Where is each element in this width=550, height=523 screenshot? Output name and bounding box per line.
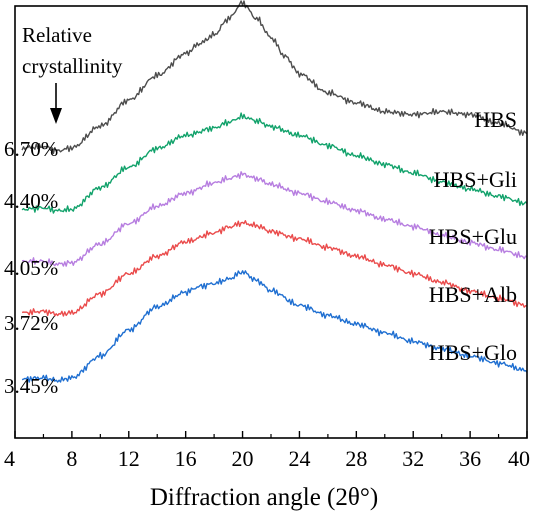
- series-label-3: HBS+Alb: [429, 282, 517, 307]
- x-tick-label-7: 32: [402, 446, 424, 471]
- x-axis-title: Diffraction angle (2θ°): [150, 484, 378, 511]
- series-line-1: [21, 112, 528, 214]
- series-label-2: HBS+Glu: [429, 224, 517, 249]
- x-tick-label-3: 16: [175, 446, 197, 471]
- crystallinity-label-3: 3.72%: [4, 311, 58, 335]
- series-label-0: HBS: [474, 107, 517, 132]
- series-label-4: HBS+Glo: [429, 340, 517, 365]
- x-axis: 4 8 12 16 20 24 28 32 36 40: [4, 431, 530, 471]
- x-tick-label-5: 24: [288, 446, 310, 471]
- series-line-4: [21, 270, 528, 383]
- x-tick-label-2: 12: [118, 446, 140, 471]
- annotation-arrow: [50, 83, 62, 124]
- annotation-line-2: crystallinity: [22, 54, 123, 78]
- series-line-3: [21, 220, 528, 317]
- crystallinity-label-2: 4.05%: [4, 256, 58, 280]
- series-layer: [21, 0, 528, 383]
- crystallinity-label-1: 4.40%: [4, 189, 58, 213]
- crystallinity-label-4: 3.45%: [4, 374, 58, 398]
- x-tick-label-6: 28: [345, 446, 367, 471]
- x-tick-label-9: 40: [508, 446, 530, 471]
- annotation-line-1: Relative: [22, 23, 92, 47]
- series-label-1: HBS+Gli: [434, 167, 517, 192]
- x-tick-label-8: 36: [459, 446, 481, 471]
- series-line-2: [22, 171, 528, 267]
- labels-layer: HBS 6.70% HBS+Gli 4.40% HBS+Glu 4.05% HBS+Alb 3…: [4, 107, 517, 398]
- x-tick-label-4: 20: [232, 446, 254, 471]
- x-tick-label-0: 4: [4, 446, 15, 471]
- series-line-0: [21, 0, 528, 155]
- crystallinity-label-0: 6.70%: [4, 137, 58, 161]
- x-tick-label-1: 8: [66, 446, 77, 471]
